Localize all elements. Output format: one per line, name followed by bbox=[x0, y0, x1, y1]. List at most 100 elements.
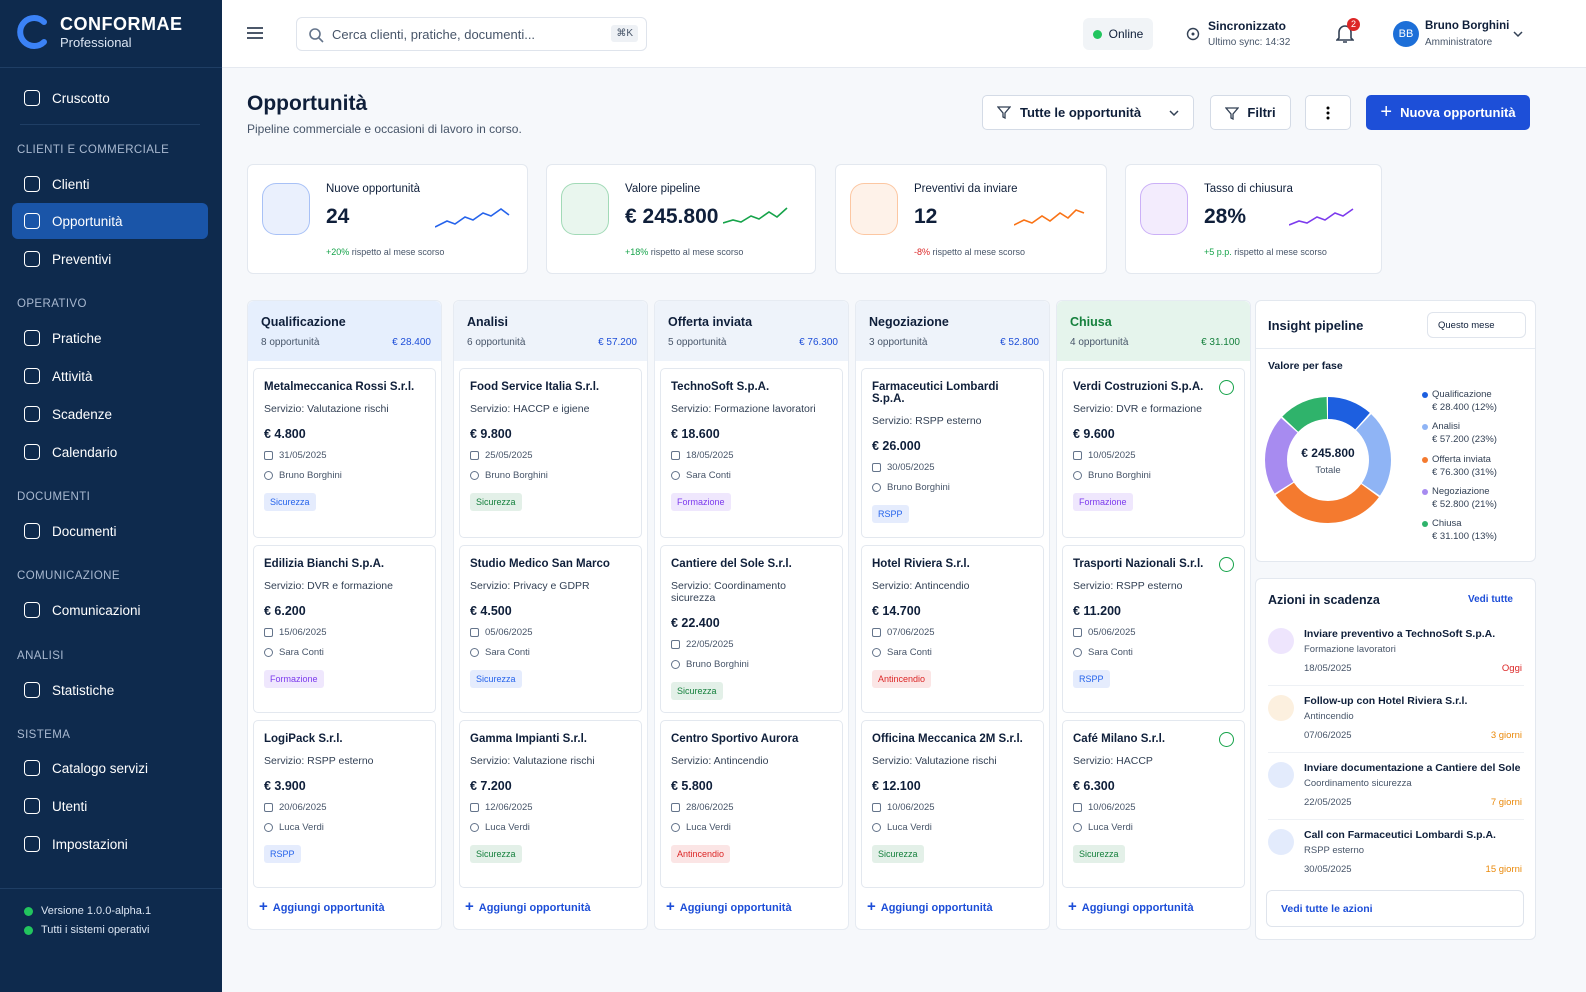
nav-item[interactable]: Pratiche bbox=[12, 320, 208, 356]
add-opportunity[interactable]: + Aggiungi opportunità bbox=[867, 898, 993, 915]
tag: Sicurezza bbox=[470, 845, 522, 863]
user-icon bbox=[872, 483, 881, 492]
owner: Bruno Borghini bbox=[686, 659, 749, 670]
owner: Luca Verdi bbox=[485, 822, 530, 833]
period-select[interactable]: Questo mese bbox=[1427, 312, 1526, 338]
filters-button[interactable]: Filtri bbox=[1210, 95, 1291, 130]
owner: Sara Conti bbox=[686, 470, 731, 481]
sync-icon bbox=[1186, 27, 1200, 41]
opportunity-card[interactable]: Hotel Riviera S.r.l. Servizio: Antincendi… bbox=[861, 545, 1044, 713]
nav-item[interactable]: Scadenze bbox=[12, 396, 208, 432]
closed-check bbox=[1219, 557, 1234, 572]
divider bbox=[0, 888, 222, 889]
legend-label: Offerta inviata bbox=[1432, 453, 1491, 465]
service: Servizio: Formazione lavoratori bbox=[671, 403, 816, 415]
filters-text: Filtri bbox=[1247, 105, 1276, 120]
opportunity-card[interactable]: Food Service Italia S.r.l. Servizio: HACC… bbox=[459, 368, 642, 538]
nav-item[interactable]: Comunicazioni bbox=[12, 592, 208, 628]
add-opportunity[interactable]: + Aggiungi opportunità bbox=[1068, 898, 1194, 915]
add-opportunity[interactable]: + Aggiungi opportunità bbox=[666, 898, 792, 915]
nav-item[interactable]: Statistiche bbox=[12, 672, 208, 708]
nav-item[interactable]: Clienti bbox=[12, 166, 208, 202]
nav-item[interactable]: Documenti bbox=[12, 513, 208, 549]
filter-select-text: Tutte le opportunità bbox=[1020, 105, 1142, 120]
service: Servizio: Valutazione rischi bbox=[264, 403, 389, 415]
action-title: Inviare documentazione a Cantiere del So… bbox=[1304, 762, 1521, 774]
opportunity-card[interactable]: Centro Sportivo Aurora Servizio: Antincen… bbox=[660, 720, 843, 888]
opportunity-card[interactable]: Edilizia Bianchi S.p.A. Servizio: DVR e f… bbox=[253, 545, 436, 713]
more-button[interactable] bbox=[1305, 95, 1351, 130]
user-name: Bruno Borghini bbox=[1425, 20, 1510, 32]
add-text: Aggiungi opportunità bbox=[679, 902, 792, 914]
nav-icon bbox=[24, 798, 40, 814]
legend-label: Negoziazione bbox=[1432, 485, 1490, 497]
search-box[interactable]: Cerca clienti, pratiche, documenti... ⌘K bbox=[296, 17, 647, 51]
opportunity-card[interactable]: Farmaceutici Lombardi S.p.A. Servizio: RS… bbox=[861, 368, 1044, 538]
tag: RSPP bbox=[872, 505, 909, 523]
nav-item[interactable]: Opportunità bbox=[12, 203, 208, 239]
opportunity-card[interactable]: Verdi Costruzioni S.p.A. Servizio: DVR e … bbox=[1062, 368, 1245, 538]
nav-item[interactable]: Calendario bbox=[12, 434, 208, 470]
nav-item[interactable]: Impostazioni bbox=[12, 826, 208, 862]
user-icon bbox=[264, 471, 273, 480]
nav-item[interactable]: Attività bbox=[12, 358, 208, 394]
date-line: 22/05/2025 bbox=[671, 639, 832, 650]
column-count: 6 opportunità bbox=[467, 337, 526, 348]
user-menu[interactable] bbox=[1513, 30, 1523, 38]
nav-item[interactable]: Preventivi bbox=[12, 241, 208, 277]
opportunity-card[interactable]: Studio Medico San Marco Servizio: Privacy… bbox=[459, 545, 642, 713]
amount: € 4.800 bbox=[264, 427, 306, 441]
company: Metalmeccanica Rossi S.r.l. bbox=[264, 381, 415, 393]
nav-section-title: SISTEMA bbox=[17, 729, 71, 741]
nav-item[interactable]: Utenti bbox=[12, 788, 208, 824]
action-item[interactable]: Inviare documentazione a Cantiere del So… bbox=[1268, 762, 1524, 820]
add-text: Aggiungi opportunità bbox=[478, 902, 591, 914]
legend-dot bbox=[1422, 456, 1428, 463]
action-due: 15 giorni bbox=[1485, 864, 1522, 875]
actions-link[interactable]: Vedi tutte bbox=[1467, 594, 1513, 605]
action-item[interactable]: Inviare preventivo a TechnoSoft S.p.A. Fo… bbox=[1268, 628, 1524, 686]
opportunity-card[interactable]: Gamma Impianti S.r.l. Servizio: Valutazio… bbox=[459, 720, 642, 888]
opportunity-card[interactable]: Cantiere del Sole S.r.l. Servizio: Coordi… bbox=[660, 545, 843, 713]
more-icon bbox=[1326, 106, 1330, 119]
kpi-label: Nuove opportunità bbox=[326, 183, 420, 195]
opportunity-card[interactable]: LogiPack S.r.l. Servizio: RSPP esterno € 3… bbox=[253, 720, 436, 888]
nav-item[interactable]: Cruscotto bbox=[12, 80, 208, 116]
user-icon bbox=[671, 471, 680, 480]
opportunity-card[interactable]: Officina Meccanica 2M S.r.l. Servizio: Va… bbox=[861, 720, 1044, 888]
kpi-note: rispetto al mese scorso bbox=[650, 247, 744, 257]
date: 12/06/2025 bbox=[485, 802, 533, 813]
new-opportunity-button[interactable]: + Nuova opportunità bbox=[1366, 95, 1530, 130]
owner-line: Bruno Borghini bbox=[264, 470, 425, 481]
brand-sub: Professional bbox=[60, 35, 132, 50]
opportunity-card[interactable]: Metalmeccanica Rossi S.r.l. Servizio: Val… bbox=[253, 368, 436, 538]
action-item[interactable]: Call con Farmaceutici Lombardi S.p.A. RSP… bbox=[1268, 829, 1524, 879]
opportunity-card[interactable]: TechnoSoft S.p.A. Servizio: Formazione la… bbox=[660, 368, 843, 538]
service: Servizio: Valutazione rischi bbox=[470, 755, 595, 767]
all-actions-button[interactable]: Vedi tutte le azioni bbox=[1266, 890, 1524, 927]
column-meta: 4 opportunità € 31.100 bbox=[1070, 337, 1240, 348]
owner-line: Luca Verdi bbox=[671, 822, 832, 833]
column-meta: 6 opportunità € 57.200 bbox=[467, 337, 637, 348]
action-item[interactable]: Follow-up con Hotel Riviera S.r.l. Antinc… bbox=[1268, 695, 1524, 753]
opportunity-card[interactable]: Trasporti Nazionali S.r.l. Servizio: RSPP… bbox=[1062, 545, 1245, 713]
sparkline-line bbox=[1014, 209, 1085, 226]
opportunity-card[interactable]: Café Milano S.r.l. Servizio: HACCP € 6.300… bbox=[1062, 720, 1245, 888]
column-total: € 57.200 bbox=[598, 337, 637, 348]
action-date: 18/05/2025 bbox=[1304, 663, 1352, 674]
menu-button[interactable] bbox=[246, 26, 264, 40]
kpi-value: 28% bbox=[1204, 205, 1247, 228]
add-text: Aggiungi opportunità bbox=[272, 902, 385, 914]
nav-item[interactable]: Catalogo servizi bbox=[12, 750, 208, 786]
sync-title: Sincronizzato bbox=[1208, 19, 1287, 33]
date-line: 30/05/2025 bbox=[872, 462, 1033, 473]
owner: Sara Conti bbox=[279, 647, 324, 658]
filter-select[interactable]: Tutte le opportunità bbox=[982, 95, 1194, 130]
add-opportunity[interactable]: + Aggiungi opportunità bbox=[465, 898, 591, 915]
kanban-column: Chiusa 4 opportunità € 31.100 Verdi Costruz… bbox=[1056, 300, 1251, 930]
kpi-value: € 245.800 bbox=[625, 205, 719, 228]
column-header: Qualificazione 8 opportunità € 28.400 bbox=[248, 301, 441, 361]
kpi-icon bbox=[850, 183, 898, 235]
avatar[interactable]: BB bbox=[1393, 21, 1419, 47]
add-opportunity[interactable]: + Aggiungi opportunità bbox=[259, 898, 385, 915]
